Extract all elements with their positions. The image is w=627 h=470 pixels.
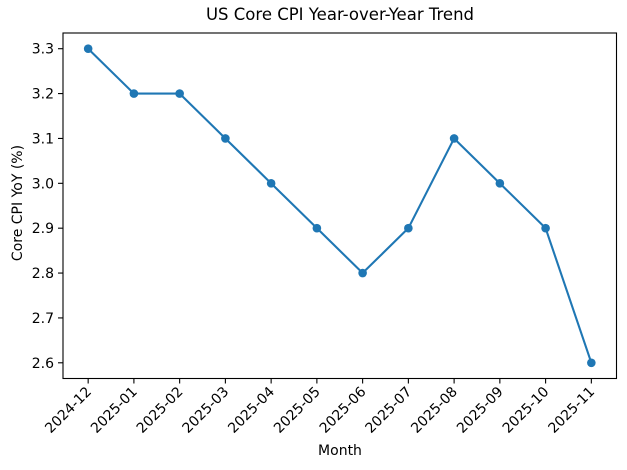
- x-tick-label: 2025-02: [134, 384, 187, 437]
- x-tick-label: 2025-11: [545, 384, 598, 437]
- data-point-marker: [449, 134, 459, 143]
- data-point-marker: [312, 223, 322, 233]
- y-tick-label: 2.9: [32, 221, 54, 237]
- y-tick-label: 2.6: [32, 356, 54, 372]
- data-point-marker: [358, 268, 367, 278]
- x-tick-label: 2025-05: [271, 384, 324, 437]
- x-tick-label: 2025-03: [180, 384, 233, 437]
- data-point-marker: [495, 179, 505, 188]
- data-point-marker: [129, 89, 139, 98]
- x-tick-label: 2025-01: [88, 384, 141, 437]
- data-point-marker: [221, 134, 230, 143]
- x-tick-label: 2025-08: [408, 384, 461, 437]
- y-tick-label: 2.7: [32, 311, 54, 327]
- data-point-marker: [541, 223, 550, 233]
- x-tick-label: 2025-07: [363, 384, 416, 437]
- y-tick-label: 3.0: [32, 176, 54, 192]
- data-point-marker: [266, 179, 276, 188]
- x-tick-label: 2025-09: [454, 384, 507, 437]
- y-tick-label: 3.3: [32, 42, 54, 58]
- x-tick-label: 2024-12: [42, 384, 95, 437]
- x-tick-label: 2025-10: [500, 384, 553, 437]
- data-point-marker: [587, 358, 596, 368]
- x-tick-label: 2025-04: [225, 384, 278, 437]
- data-point-marker: [83, 44, 93, 54]
- y-tick-label: 3.2: [32, 87, 54, 103]
- chart-title: US Core CPI Year-over-Year Trend: [205, 5, 475, 24]
- trend-line: [87, 47, 593, 364]
- data-point-marker: [404, 223, 413, 233]
- data-point-marker: [175, 89, 184, 98]
- plot-frame: [62, 32, 618, 380]
- x-axis-label: Month: [318, 443, 362, 459]
- x-tick-label: 2025-06: [317, 384, 370, 437]
- y-tick-label: 2.8: [32, 266, 54, 282]
- y-tick-label: 3.1: [32, 131, 54, 147]
